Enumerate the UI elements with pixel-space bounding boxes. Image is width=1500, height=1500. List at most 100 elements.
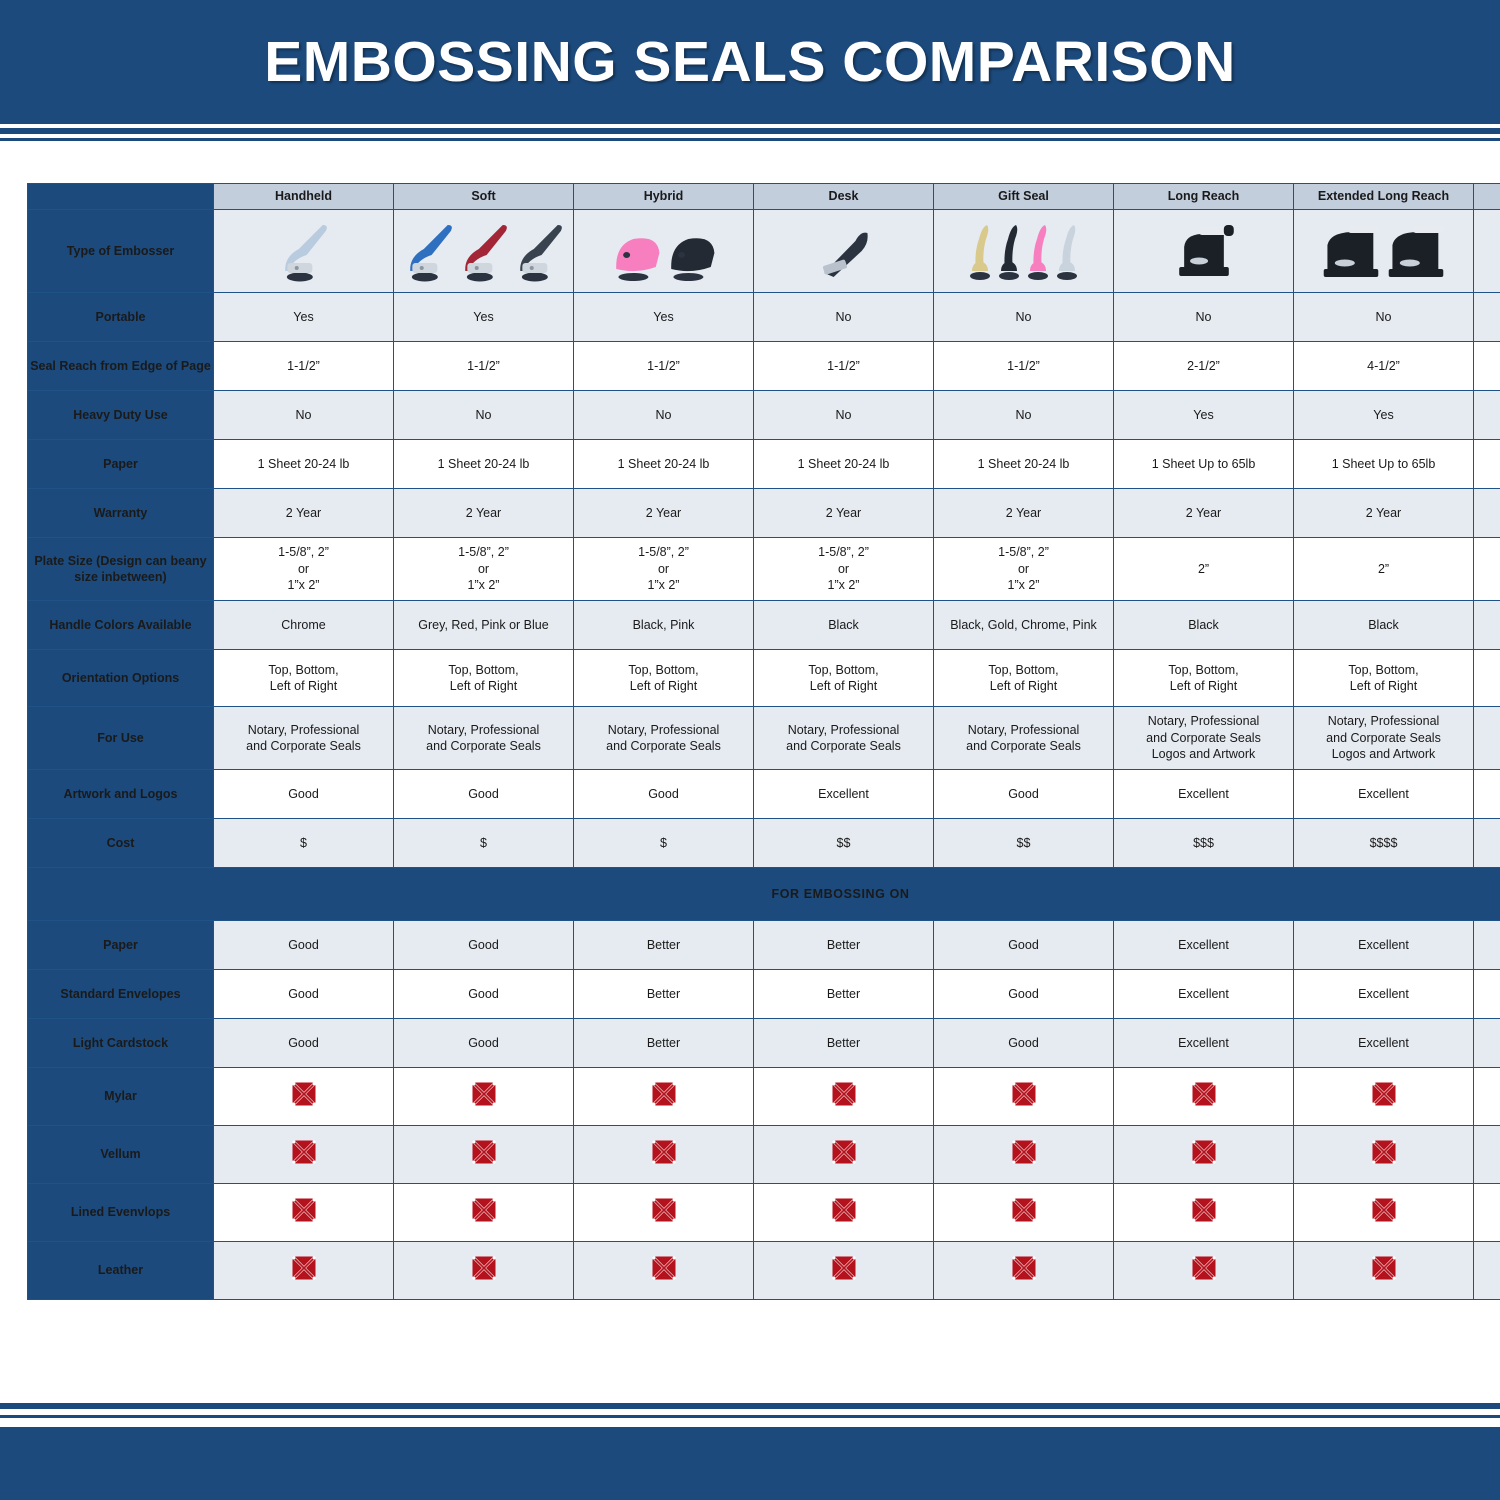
row-label-for-use: For Use [27, 706, 214, 770]
cell-warranty-hybrid: 2 Year [573, 488, 754, 538]
cell-handle-colors-available-soft: Grey, Red, Pink or Blue [393, 600, 574, 650]
cell-orientation-options-handheld: Top, Bottom, Left of Right [213, 649, 394, 707]
cell-for-use-hybrid: Notary, Professional and Corporate Seals [573, 706, 754, 770]
table-row: Handle Colors Available Chrome Grey, Red, … [27, 600, 1500, 650]
cell-paper-extended-long-reach: 1 Sheet Up to 65lb [1293, 439, 1474, 489]
cell-for-use-soft: Notary, Professional and Corporate Seals [393, 706, 574, 770]
table-row: Paper Good Good Better Better Good Excellent Ex… [27, 920, 1500, 970]
header-divider-thin [0, 138, 1500, 141]
cell-cost-desk: $$ [753, 818, 934, 868]
cell-paper-long-reach: 1 Sheet Up to 65lb [1113, 439, 1294, 489]
gift-seal-chrome-icon [1054, 219, 1080, 288]
cell-paper-desk: 1 Sheet 20-24 lb [753, 439, 934, 489]
hybrid-embosser-pink-icon [610, 219, 662, 288]
cell-leather-long-reach [1113, 1241, 1294, 1300]
cell-paper-gift-seal: 1 Sheet 20-24 lb [933, 439, 1114, 489]
column-header-row: Handheld Soft Hybrid Desk Gift Seal Long… [27, 183, 1500, 210]
cell-portable-soft: Yes [393, 292, 574, 342]
column-header-handheld: Handheld [213, 183, 394, 210]
cell-handle-colors-available-hybrid: Black, Pink [573, 600, 754, 650]
cell-warranty-handheld: 2 Year [213, 488, 394, 538]
table-row: Standard Envelopes Good Good Better Better Go… [27, 969, 1500, 1019]
cell-standard-envelopes-cast-iron: Excellent [1473, 969, 1500, 1019]
cell-orientation-options-desk: Top, Bottom, Left of Right [753, 649, 934, 707]
cell-cost-cast-iron: $$$$ [1473, 818, 1500, 868]
cell-vellum-extended-long-reach [1293, 1125, 1474, 1184]
cell-mylar-hybrid [573, 1067, 754, 1126]
cell-standard-envelopes-hybrid: Better [573, 969, 754, 1019]
cell-warranty-desk: 2 Year [753, 488, 934, 538]
cell-artwork-and-logos-cast-iron: Excellent [1473, 769, 1500, 819]
product-image-cell-extended-long-reach [1293, 209, 1474, 293]
gift-seal-pink-icon [1025, 219, 1051, 288]
x-mark-icon [651, 1255, 677, 1281]
row-label-lined-evenvlops: Lined Evenvlops [27, 1183, 214, 1242]
page-title: EMBOSSING SEALS COMPARISON [264, 30, 1236, 94]
cell-light-cardstock-gift-seal: Good [933, 1018, 1114, 1068]
cell-plate-size-design-can-beany-size-inbetween-desk: 1-5/8”, 2” or 1”x 2” [753, 537, 934, 601]
row-label-vellum: Vellum [27, 1125, 214, 1184]
cell-paper-hybrid: Better [573, 920, 754, 970]
cell-leather-handheld [213, 1241, 394, 1300]
cell-for-use-long-reach: Notary, Professional and Corporate Seals L… [1113, 706, 1294, 770]
product-image-cell-handheld [213, 209, 394, 293]
cell-seal-reach-from-edge-of-page-handheld: 1-1/2” [213, 341, 394, 391]
cell-paper-desk: Better [753, 920, 934, 970]
column-header-cast-iron: Cast Iron [1473, 183, 1500, 210]
cell-artwork-and-logos-gift-seal: Good [933, 769, 1114, 819]
cell-cost-extended-long-reach: $$$$ [1293, 818, 1474, 868]
cell-warranty-cast-iron: 2 Year [1473, 488, 1500, 538]
cell-heavy-duty-use-hybrid: No [573, 390, 754, 440]
cell-mylar-extended-long-reach [1293, 1067, 1474, 1126]
x-mark-icon [471, 1139, 497, 1165]
cell-paper-long-reach: Excellent [1113, 920, 1294, 970]
cell-artwork-and-logos-hybrid: Good [573, 769, 754, 819]
cell-orientation-options-soft: Top, Bottom, Left of Right [393, 649, 574, 707]
cell-artwork-and-logos-desk: Excellent [753, 769, 934, 819]
x-mark-icon [1371, 1081, 1397, 1107]
product-image-cell-gift-seal [933, 209, 1114, 293]
cell-for-use-handheld: Notary, Professional and Corporate Seals [213, 706, 394, 770]
cell-portable-gift-seal: No [933, 292, 1114, 342]
cell-standard-envelopes-long-reach: Excellent [1113, 969, 1294, 1019]
table-row: Mylar [27, 1067, 1500, 1126]
cell-paper-handheld: 1 Sheet 20-24 lb [213, 439, 394, 489]
cell-warranty-extended-long-reach: 2 Year [1293, 488, 1474, 538]
cell-paper-gift-seal: Good [933, 920, 1114, 970]
cell-lined-evenvlops-cast-iron [1473, 1183, 1500, 1242]
column-header-desk: Desk [753, 183, 934, 210]
cell-vellum-soft [393, 1125, 574, 1184]
x-mark-icon [651, 1197, 677, 1223]
row-label-orientation-options: Orientation Options [27, 649, 214, 707]
footer-divider-thick [0, 1403, 1500, 1409]
x-mark-icon [651, 1081, 677, 1107]
table-head: Handheld Soft Hybrid Desk Gift Seal Long… [27, 183, 1500, 210]
column-header-soft: Soft [393, 183, 574, 210]
cell-plate-size-design-can-beany-size-inbetween-gift-seal: 1-5/8”, 2” or 1”x 2” [933, 537, 1114, 601]
cell-artwork-and-logos-handheld: Good [213, 769, 394, 819]
cell-lined-evenvlops-handheld [213, 1183, 394, 1242]
x-mark-icon [1011, 1139, 1037, 1165]
table-row: Warranty 2 Year 2 Year 2 Year 2 Year 2 Year 2 … [27, 488, 1500, 538]
cell-heavy-duty-use-cast-iron: Yes [1473, 390, 1500, 440]
cell-mylar-desk [753, 1067, 934, 1126]
cell-lined-evenvlops-hybrid [573, 1183, 754, 1242]
cell-handle-colors-available-gift-seal: Black, Gold, Chrome, Pink [933, 600, 1114, 650]
table-corner-cell [27, 183, 214, 210]
page-footer-banner [0, 1427, 1500, 1500]
hybrid-embosser-black-icon [665, 219, 717, 288]
cell-vellum-hybrid [573, 1125, 754, 1184]
table-row: Light Cardstock Good Good Better Better Good E… [27, 1018, 1500, 1068]
comparison-table-container: Handheld Soft Hybrid Desk Gift Seal Long… [27, 183, 1500, 1300]
row-label-mylar: Mylar [27, 1067, 214, 1126]
cell-plate-size-design-can-beany-size-inbetween-extended-long-reach: 2” [1293, 537, 1474, 601]
gift-seal-gold-icon [967, 219, 993, 288]
cell-handle-colors-available-cast-iron: Black [1473, 600, 1500, 650]
embossing-seals-comparison-table: Handheld Soft Hybrid Desk Gift Seal Long… [27, 183, 1500, 1300]
cell-artwork-and-logos-soft: Good [393, 769, 574, 819]
cell-handle-colors-available-handheld: Chrome [213, 600, 394, 650]
cell-light-cardstock-extended-long-reach: Excellent [1293, 1018, 1474, 1068]
cell-handle-colors-available-desk: Black [753, 600, 934, 650]
cell-orientation-options-gift-seal: Top, Bottom, Left of Right [933, 649, 1114, 707]
